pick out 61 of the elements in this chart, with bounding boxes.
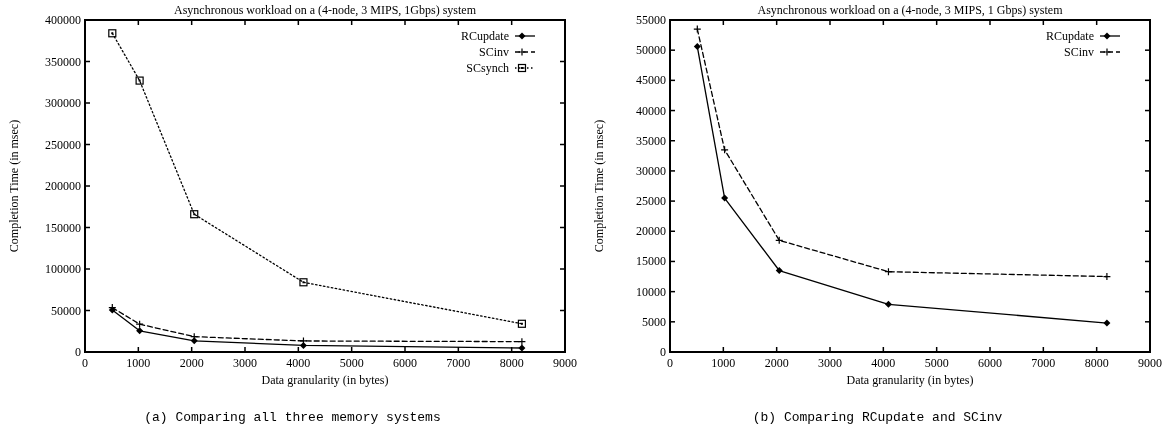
x-tick-label: 9000 — [1138, 356, 1162, 370]
y-tick-label: 150000 — [45, 220, 81, 235]
chart-title: Asynchronous workload on a (4-node, 3 MIPS, 1 Gbps) system — [757, 3, 1064, 17]
point — [517, 319, 527, 328]
y-tick-label: 30000 — [636, 163, 666, 178]
y-tick-label: 200000 — [45, 179, 81, 193]
x-tick-label: 8000 — [1084, 356, 1109, 370]
y-tick-label: 250000 — [45, 137, 81, 152]
x-tick-label: 7000 — [1031, 356, 1056, 370]
x-tick-label: 1000 — [711, 356, 736, 370]
y-tick-label: 25000 — [636, 194, 666, 209]
legend-label: RCupdate — [1046, 29, 1094, 43]
point — [136, 327, 144, 335]
x-tick-label: 1000 — [126, 356, 151, 370]
legend-label: SCinv — [1063, 45, 1094, 59]
text: (b) Comparing RCupdate and SCinv — [752, 410, 1003, 425]
x-tick-label: 4000 — [286, 356, 311, 370]
y-tick-label: 400000 — [45, 13, 81, 27]
text: (a) Comparing all three memory systems — [144, 410, 441, 425]
y-tick-label: 10000 — [636, 284, 666, 299]
y-tick-label: 0 — [660, 345, 666, 359]
y-tick-label: 50000 — [51, 303, 81, 318]
y-tick-label: 350000 — [45, 54, 81, 69]
y-tick-label: 5000 — [642, 314, 666, 329]
point — [299, 341, 307, 349]
chart-title: Asynchronous workload on a (4-node, 3 MIPS, 1Gbps) system — [174, 3, 477, 17]
point — [721, 194, 729, 202]
x-tick-label: 2000 — [764, 356, 789, 370]
legend-label: SCsynch — [466, 61, 509, 75]
x-axis-title: Data granularity (in bytes) — [846, 373, 974, 387]
y-axis-title: Completion Time (in msec) — [592, 119, 606, 253]
point — [775, 267, 783, 275]
y-tick-label: 0 — [75, 345, 81, 359]
y-tick-label: 300000 — [45, 96, 81, 110]
point — [884, 300, 892, 308]
x-tick-label: 9000 — [553, 356, 577, 370]
x-tick-label: 5000 — [924, 356, 949, 370]
legend-label: SCinv — [478, 45, 509, 59]
x-tick-label: 5000 — [339, 356, 364, 370]
x-tick-label: 7000 — [446, 356, 471, 370]
y-tick-label: 45000 — [636, 73, 666, 88]
point — [518, 344, 526, 352]
y-tick-label: 20000 — [636, 224, 666, 239]
y-tick-label: 35000 — [636, 133, 666, 148]
y-tick-label: 50000 — [636, 43, 666, 58]
x-tick-label: 8000 — [499, 356, 524, 370]
x-tick-label: 4000 — [871, 356, 896, 370]
legend-label: RCupdate — [461, 29, 509, 43]
point — [1103, 319, 1111, 327]
x-tick-label: 3000 — [818, 356, 842, 370]
y-tick-label: 40000 — [636, 103, 666, 118]
x-tick-label: 3000 — [233, 356, 257, 370]
x-axis-title: Data granularity (in bytes) — [261, 373, 389, 387]
x-tick-label: 6000 — [393, 356, 417, 370]
point — [693, 43, 701, 51]
x-tick-label: 6000 — [978, 356, 1002, 370]
y-tick-label: 55000 — [636, 13, 666, 27]
x-tick-label: 2000 — [179, 356, 204, 370]
y-tick-label: 15000 — [636, 254, 666, 269]
y-tick-label: 100000 — [45, 262, 81, 276]
y-axis-title: Completion Time (in msec) — [7, 119, 21, 253]
